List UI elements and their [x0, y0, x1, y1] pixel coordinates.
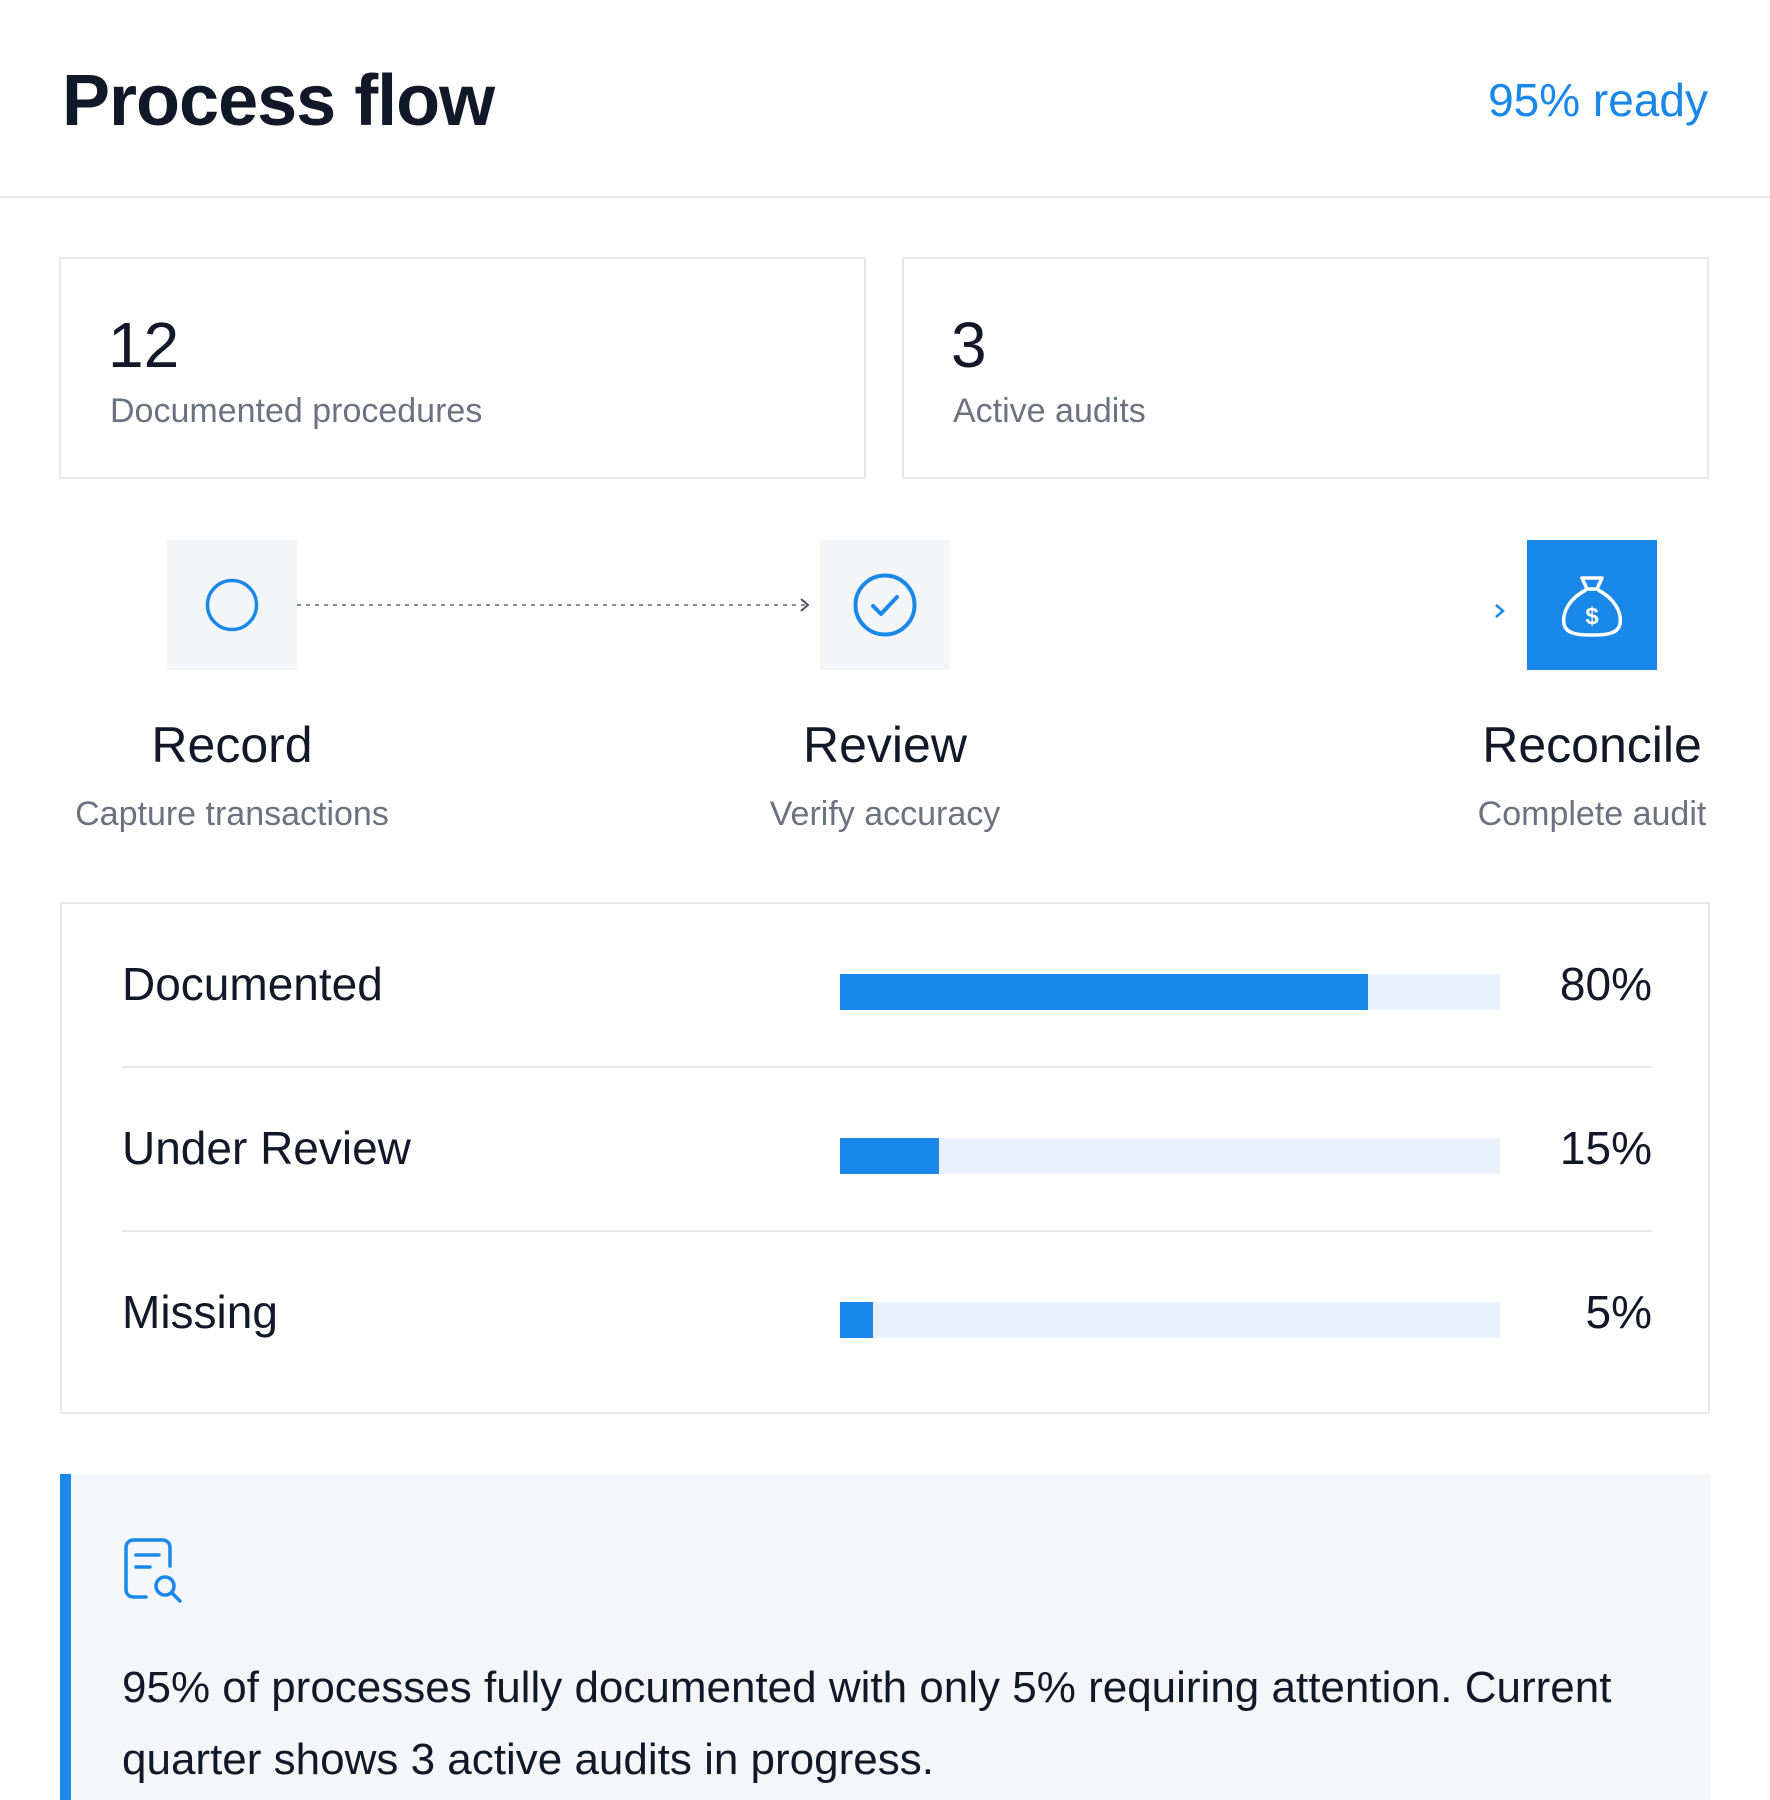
- progress-row-missing: Missing 5%: [122, 1232, 1652, 1396]
- circle-icon: [205, 578, 259, 632]
- header-divider: [0, 196, 1770, 198]
- progress-row-documented: Documented 80%: [122, 904, 1652, 1068]
- stat-value: 12: [108, 309, 180, 381]
- progress-fill: [840, 1302, 873, 1338]
- progress-track: [840, 1302, 1500, 1338]
- progress-fill: [840, 1138, 939, 1174]
- callout-accent-bar: [60, 1474, 71, 1800]
- progress-track: [840, 974, 1500, 1010]
- progress-value: 15%: [1559, 1122, 1652, 1174]
- document-search-icon: [124, 1538, 182, 1603]
- stat-label: Documented procedures: [110, 392, 483, 430]
- progress-panel: Documented 80% Under Review 15% Missing …: [60, 902, 1710, 1414]
- page-title: Process flow: [62, 61, 495, 141]
- step-subtitle-record: Capture transactions: [75, 795, 389, 833]
- callout-text: 95% of processes fully documented with o…: [122, 1663, 1612, 1784]
- step-title-reconcile: Reconcile: [1482, 717, 1702, 773]
- progress-fill: [840, 974, 1368, 1010]
- stat-card-procedures: 12 Documented procedures: [59, 257, 866, 479]
- progress-row-under-review: Under Review 15%: [122, 1068, 1652, 1232]
- progress-label: Under Review: [122, 1122, 411, 1174]
- summary-callout: 95% of processes fully documented with o…: [60, 1474, 1710, 1800]
- connector-arrow: [980, 604, 1505, 618]
- progress-track: [840, 1138, 1500, 1174]
- progress-value: 80%: [1559, 958, 1652, 1010]
- readiness-status: 95% ready: [1488, 74, 1708, 126]
- connector-arrow: [297, 598, 810, 612]
- row-divider: [122, 1230, 1652, 1232]
- step-title-review: Review: [803, 717, 967, 773]
- money-bag-icon: $: [1561, 576, 1623, 637]
- step-title-record: Record: [151, 717, 313, 773]
- progress-label: Missing: [122, 1286, 278, 1338]
- svg-text:$: $: [1585, 603, 1599, 630]
- step-subtitle-reconcile: Complete audit: [1477, 795, 1707, 833]
- stat-label: Active audits: [953, 392, 1146, 430]
- progress-value: 5%: [1585, 1286, 1652, 1338]
- step-review-box: [820, 540, 950, 670]
- step-subtitle-review: Verify accuracy: [769, 795, 1001, 833]
- step-reconcile-box: $: [1527, 540, 1657, 670]
- check-circle-icon: [853, 573, 917, 637]
- stat-value: 3: [951, 309, 987, 381]
- progress-label: Documented: [122, 958, 383, 1010]
- row-divider: [122, 1066, 1652, 1068]
- step-record-box: [167, 540, 297, 670]
- stat-card-audits: 3 Active audits: [902, 257, 1709, 479]
